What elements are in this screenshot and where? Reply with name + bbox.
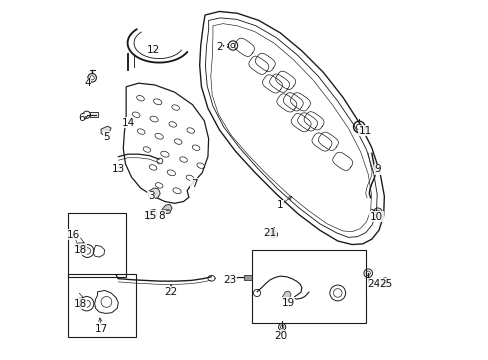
Text: 8: 8: [159, 211, 165, 221]
Bar: [68, 274, 136, 337]
Text: 25: 25: [379, 279, 392, 289]
Text: 5: 5: [103, 132, 109, 142]
Text: 1: 1: [277, 200, 283, 210]
Text: 22: 22: [164, 287, 177, 297]
Text: 9: 9: [374, 164, 381, 174]
Text: 4: 4: [84, 78, 91, 88]
Text: 21: 21: [263, 228, 276, 238]
Text: 17: 17: [94, 324, 107, 334]
Polygon shape: [161, 204, 172, 214]
Text: 11: 11: [358, 126, 371, 135]
Text: 18: 18: [74, 245, 87, 255]
Text: 7: 7: [191, 179, 197, 189]
Text: 24: 24: [367, 279, 380, 289]
Bar: [68, 213, 126, 277]
Text: 3: 3: [148, 191, 154, 201]
Text: 10: 10: [369, 212, 382, 221]
Text: 18: 18: [74, 299, 87, 309]
Bar: [244, 275, 251, 280]
Text: 14: 14: [121, 118, 134, 128]
Text: 23: 23: [223, 275, 236, 285]
Polygon shape: [144, 210, 157, 220]
Text: 19: 19: [281, 298, 294, 308]
Polygon shape: [282, 291, 290, 300]
Polygon shape: [148, 188, 160, 199]
Text: 2: 2: [216, 42, 222, 52]
Text: 13: 13: [111, 164, 124, 174]
Text: 16: 16: [66, 230, 80, 239]
FancyBboxPatch shape: [90, 112, 98, 117]
Polygon shape: [101, 126, 111, 135]
Text: 15: 15: [143, 211, 157, 221]
Text: 6: 6: [78, 113, 84, 123]
Text: 12: 12: [146, 45, 160, 55]
Text: 20: 20: [273, 331, 286, 341]
Bar: [251, 250, 366, 323]
